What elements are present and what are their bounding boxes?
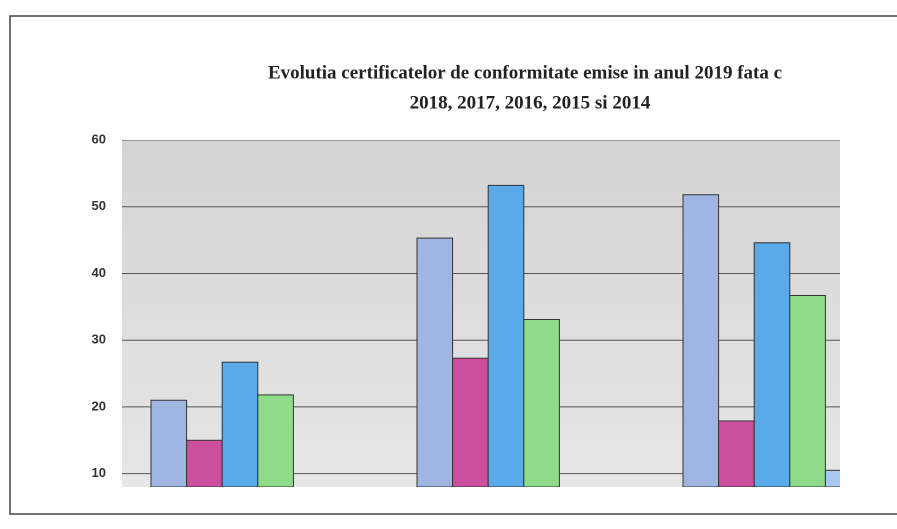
chart-title: 2018, 2017, 2016, 2015 si 2014 xyxy=(410,92,651,113)
bar xyxy=(523,319,560,487)
bar xyxy=(718,420,755,487)
bar xyxy=(824,469,840,487)
plot xyxy=(122,140,840,487)
bar xyxy=(221,361,259,487)
y-tick-label: 30 xyxy=(92,332,106,347)
bar xyxy=(753,242,791,487)
bar xyxy=(257,394,294,487)
y-tick-label: 40 xyxy=(92,265,106,280)
bar xyxy=(150,399,188,487)
bar xyxy=(452,357,489,487)
y-tick-label: 10 xyxy=(92,465,106,480)
bar xyxy=(789,294,826,487)
bar xyxy=(416,237,454,487)
y-tick-label: 20 xyxy=(92,398,106,413)
y-tick-label: 60 xyxy=(92,131,106,146)
bar xyxy=(487,184,525,487)
bar xyxy=(186,439,223,487)
y-tick-label: 50 xyxy=(92,198,106,213)
bar xyxy=(682,194,720,487)
chart-title: Evolutia certificatelor de conformitate … xyxy=(268,62,782,83)
